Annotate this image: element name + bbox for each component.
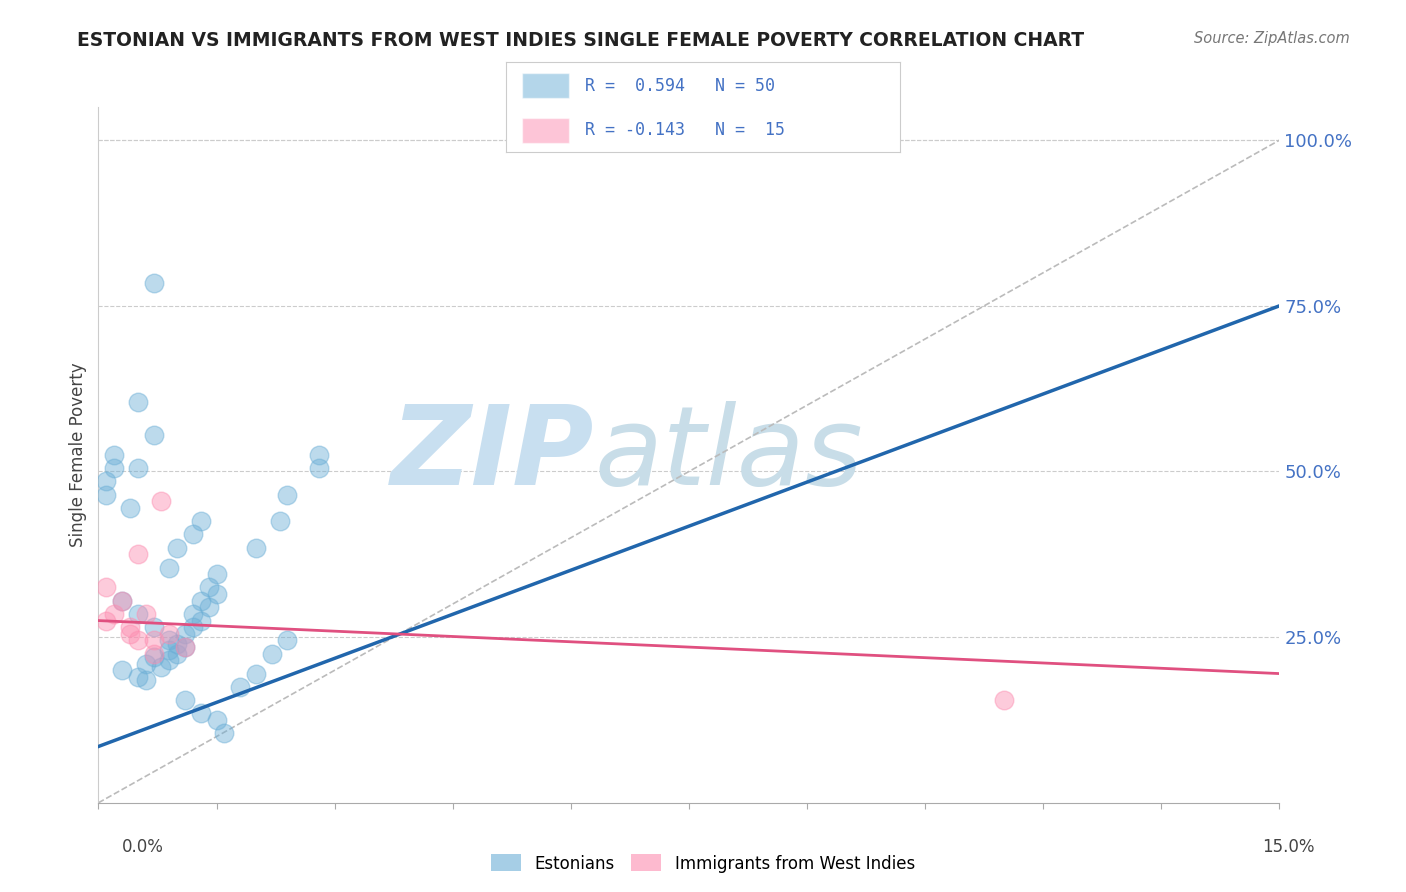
- Text: R = -0.143   N =  15: R = -0.143 N = 15: [585, 121, 785, 139]
- Point: [118, 500, 141, 515]
- Point: [142, 633, 165, 648]
- Point: [174, 640, 197, 654]
- Point: [127, 547, 149, 561]
- Point: [181, 607, 204, 621]
- Point: [166, 541, 188, 555]
- Point: [127, 607, 149, 621]
- Text: 0.0%: 0.0%: [122, 838, 165, 855]
- Point: [142, 620, 165, 634]
- Point: [118, 620, 141, 634]
- Point: [205, 713, 228, 727]
- Point: [197, 581, 219, 595]
- Point: [245, 541, 267, 555]
- Point: [205, 567, 228, 582]
- Point: [276, 633, 298, 648]
- Point: [103, 607, 125, 621]
- Point: [166, 647, 188, 661]
- Point: [190, 593, 212, 607]
- Point: [111, 593, 134, 607]
- Point: [174, 627, 197, 641]
- Text: Source: ZipAtlas.com: Source: ZipAtlas.com: [1194, 31, 1350, 46]
- Point: [96, 488, 118, 502]
- Text: 15.0%: 15.0%: [1263, 838, 1315, 855]
- Point: [245, 666, 267, 681]
- Point: [127, 670, 149, 684]
- Point: [127, 461, 149, 475]
- Point: [197, 600, 219, 615]
- Point: [127, 633, 149, 648]
- Point: [135, 607, 157, 621]
- Point: [157, 653, 180, 667]
- Point: [260, 647, 283, 661]
- Point: [96, 581, 118, 595]
- Point: [308, 461, 330, 475]
- Text: atlas: atlas: [595, 401, 863, 508]
- Point: [150, 494, 173, 508]
- Point: [96, 475, 118, 489]
- Point: [103, 448, 125, 462]
- Point: [205, 587, 228, 601]
- Text: ESTONIAN VS IMMIGRANTS FROM WEST INDIES SINGLE FEMALE POVERTY CORRELATION CHART: ESTONIAN VS IMMIGRANTS FROM WEST INDIES …: [77, 31, 1084, 50]
- FancyBboxPatch shape: [522, 73, 569, 98]
- Point: [308, 448, 330, 462]
- Point: [157, 633, 180, 648]
- Point: [190, 614, 212, 628]
- Point: [190, 514, 212, 528]
- Point: [157, 643, 180, 657]
- Point: [135, 673, 157, 688]
- Point: [166, 637, 188, 651]
- Point: [127, 395, 149, 409]
- Point: [229, 680, 252, 694]
- Point: [269, 514, 291, 528]
- Point: [103, 461, 125, 475]
- Point: [142, 428, 165, 442]
- Point: [150, 660, 173, 674]
- Point: [181, 527, 204, 541]
- Legend: Estonians, Immigrants from West Indies: Estonians, Immigrants from West Indies: [485, 847, 921, 880]
- Point: [142, 650, 165, 665]
- Point: [96, 614, 118, 628]
- Point: [111, 593, 134, 607]
- Point: [993, 693, 1015, 707]
- Point: [142, 276, 165, 290]
- Point: [157, 627, 180, 641]
- Point: [181, 620, 204, 634]
- Point: [214, 726, 236, 740]
- Point: [174, 693, 197, 707]
- Point: [135, 657, 157, 671]
- FancyBboxPatch shape: [522, 118, 569, 143]
- Point: [276, 488, 298, 502]
- Point: [190, 706, 212, 721]
- Point: [142, 647, 165, 661]
- Point: [157, 560, 180, 574]
- Point: [118, 627, 141, 641]
- Point: [174, 640, 197, 654]
- Text: R =  0.594   N = 50: R = 0.594 N = 50: [585, 77, 775, 95]
- Text: ZIP: ZIP: [391, 401, 595, 508]
- Point: [111, 663, 134, 677]
- Y-axis label: Single Female Poverty: Single Female Poverty: [69, 363, 87, 547]
